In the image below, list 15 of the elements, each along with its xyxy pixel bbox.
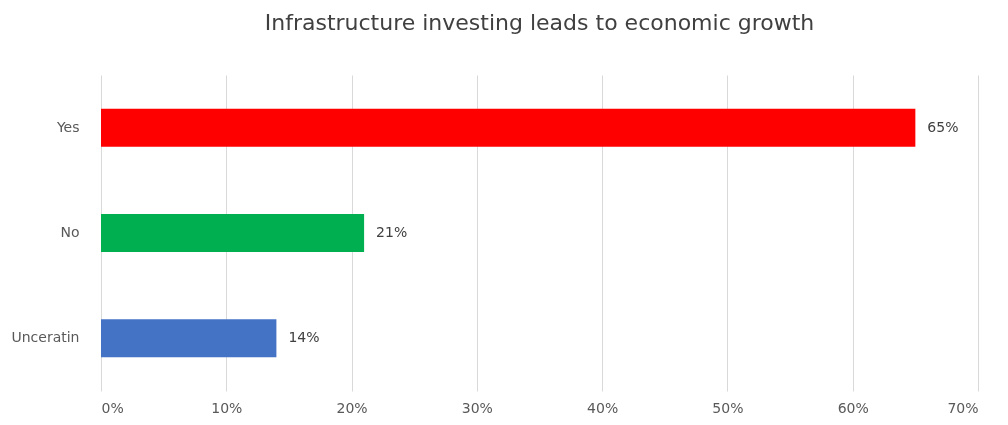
x-tick-label: 20% [336, 399, 368, 416]
x-tick-label: 0% [101, 399, 124, 416]
x-tick-label: 30% [461, 399, 493, 416]
chart-title: Infrastructure investing leads to economic growth [264, 10, 815, 35]
x-tick-label: 60% [837, 399, 869, 416]
x-tick-label: 70% [947, 399, 979, 416]
x-tick-label: 40% [587, 399, 619, 416]
y-tick-label: Unceratin [11, 329, 80, 346]
y-tick-label: Yes [55, 118, 80, 135]
y-tick-label: No [60, 224, 80, 240]
x-tick-label: 50% [712, 399, 744, 416]
data-label: 21% [376, 224, 408, 240]
data-label: 14% [288, 329, 320, 346]
data-label: 65% [927, 118, 959, 135]
x-tick-label: 10% [211, 399, 243, 416]
